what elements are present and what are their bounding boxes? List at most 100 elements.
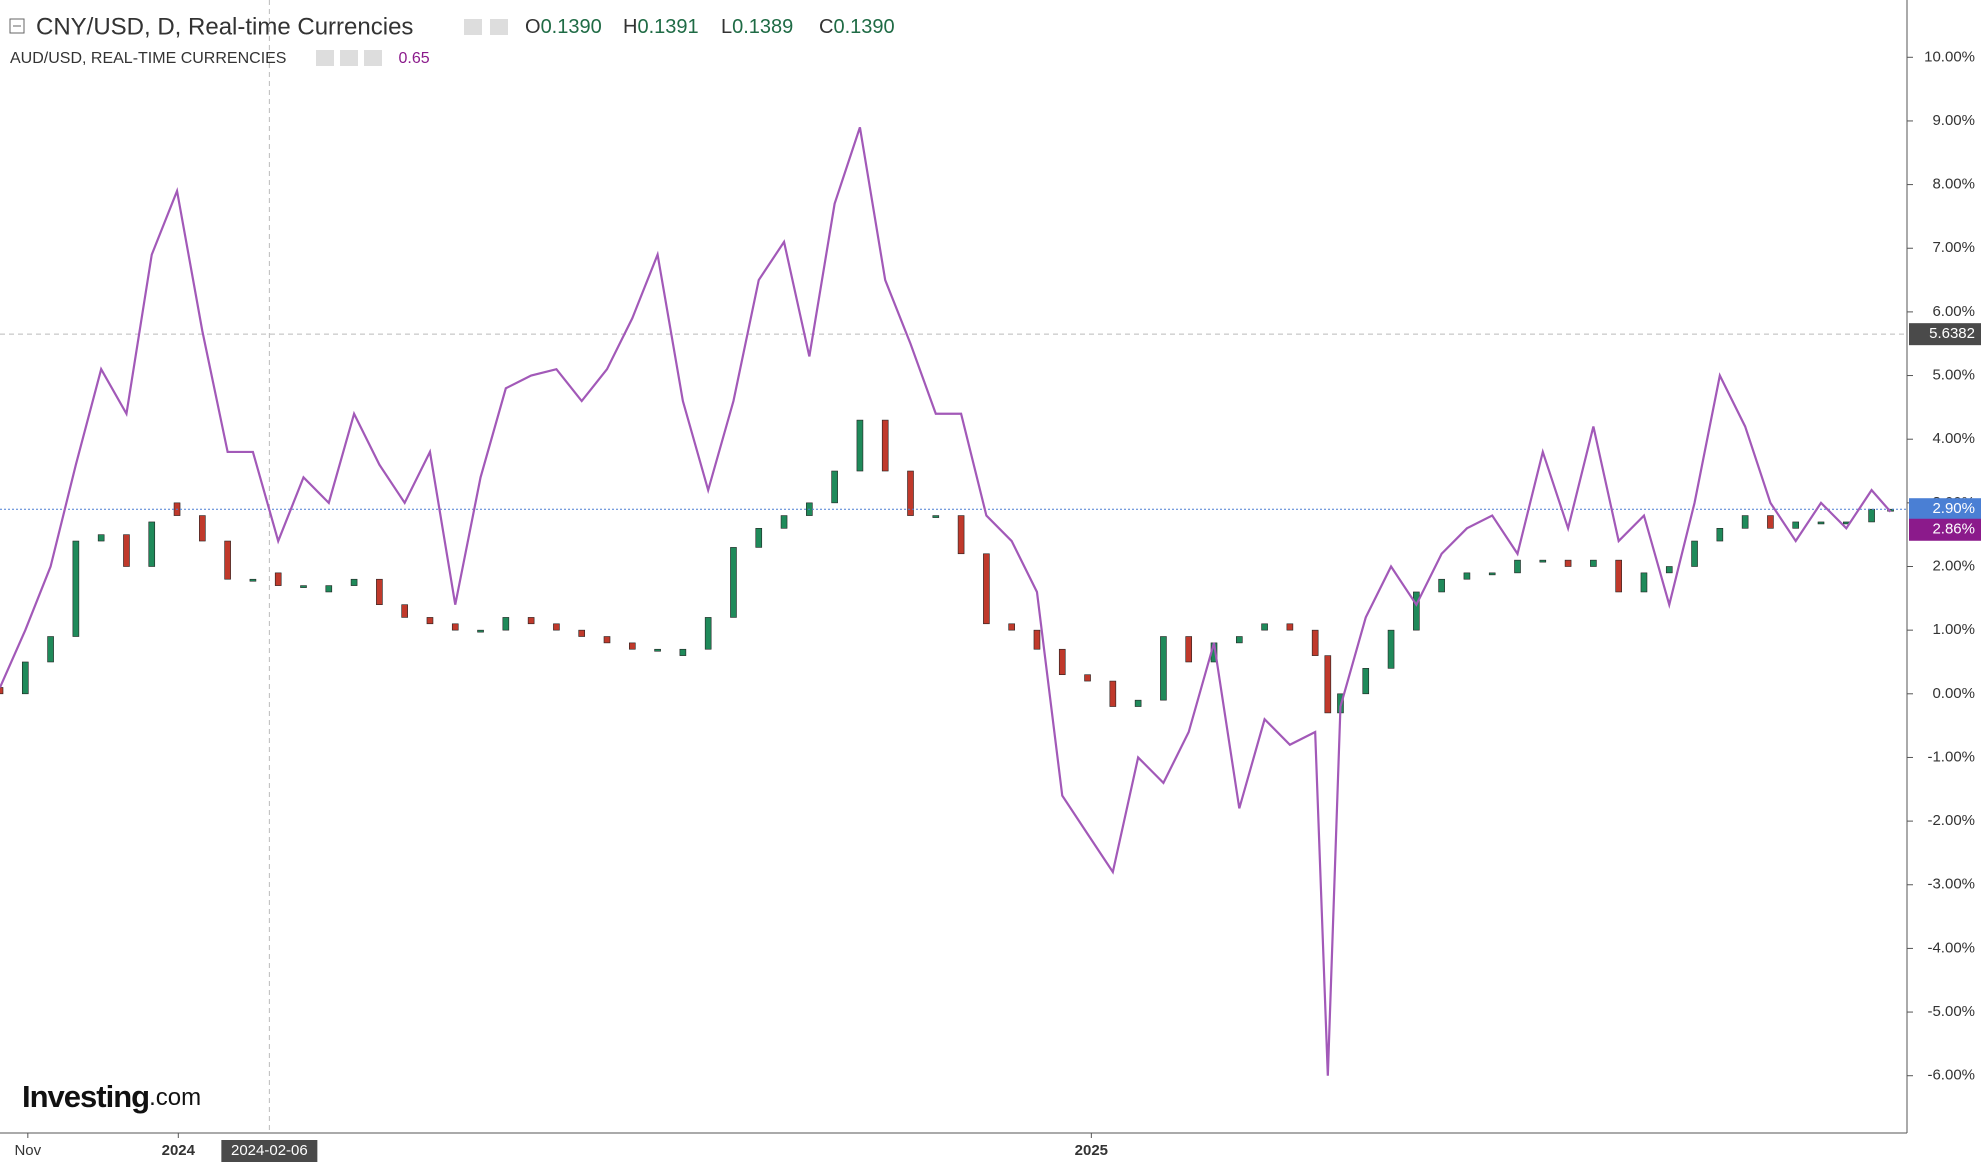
crosshair-y-box xyxy=(1909,323,1981,346)
last-value-label: 2.86% xyxy=(1932,521,1975,538)
candle xyxy=(426,617,434,625)
candle xyxy=(1792,521,1800,529)
candle xyxy=(831,470,838,504)
candle xyxy=(21,661,29,695)
ohlc-label: L xyxy=(721,16,732,38)
candle xyxy=(881,419,889,472)
settings-icon[interactable] xyxy=(464,19,482,35)
watermark-brand-text: Investing xyxy=(22,1079,149,1114)
watermark-brand: Investing.com xyxy=(22,1079,201,1114)
candle xyxy=(72,540,80,637)
candle xyxy=(603,636,611,644)
candle xyxy=(983,553,990,625)
y-tick-label: 9.00% xyxy=(1932,112,1975,129)
candle xyxy=(679,648,687,656)
ohlc-label: H xyxy=(623,16,637,38)
ohlc-value: 0.1389 xyxy=(732,16,793,38)
candle xyxy=(97,534,105,542)
candle xyxy=(1058,648,1066,676)
ohlc-value: 0.1390 xyxy=(833,16,894,38)
candle xyxy=(1185,636,1193,663)
candle xyxy=(1640,572,1648,593)
settings-icon[interactable] xyxy=(364,50,382,66)
candle xyxy=(780,515,788,529)
candle xyxy=(1033,629,1041,650)
x-tick-label: Nov xyxy=(14,1142,41,1159)
candle xyxy=(1413,591,1420,631)
candle xyxy=(477,629,484,633)
candle xyxy=(628,642,636,650)
compare-value: 0.65 xyxy=(398,50,429,67)
candle xyxy=(0,687,4,695)
collapse-icon[interactable] xyxy=(9,18,25,34)
candle xyxy=(350,578,358,586)
candle xyxy=(451,623,459,631)
settings-icon[interactable] xyxy=(316,50,334,66)
candle xyxy=(300,585,307,588)
candle xyxy=(1817,521,1825,525)
candle xyxy=(1438,578,1445,593)
candle xyxy=(123,534,130,567)
candle xyxy=(1387,629,1395,669)
candle xyxy=(274,572,282,586)
candle xyxy=(401,604,408,618)
candle xyxy=(1488,572,1496,576)
y-tick-label: -2.00% xyxy=(1927,812,1975,829)
x-tick-label: 2024 xyxy=(162,1142,196,1159)
candle xyxy=(1324,655,1332,714)
compare-title: AUD/USD, REAL-TIME CURRENCIES xyxy=(10,50,286,67)
candle xyxy=(1109,680,1117,707)
candle xyxy=(502,617,510,631)
candle xyxy=(1767,515,1774,529)
candle xyxy=(856,419,864,472)
candle xyxy=(1286,623,1294,631)
candle xyxy=(1311,629,1319,656)
watermark-suffix: .com xyxy=(149,1084,201,1111)
y-tick-label: -3.00% xyxy=(1927,876,1975,893)
settings-icon[interactable] xyxy=(490,19,508,35)
ohlc-item: H0.1391 xyxy=(623,16,699,38)
last-value-label: 2.90% xyxy=(1932,500,1975,517)
candle xyxy=(249,578,257,582)
crosshair-y-label: 5.6382 xyxy=(1929,325,1975,342)
candle xyxy=(704,617,712,650)
candle xyxy=(1235,636,1243,644)
candle xyxy=(1868,508,1875,523)
y-tick-label: -5.00% xyxy=(1927,1003,1975,1020)
last-value-box xyxy=(1909,518,1981,541)
plot-area xyxy=(0,0,1907,1133)
y-tick-label: 7.00% xyxy=(1932,239,1975,256)
candle xyxy=(730,547,737,618)
ohlc-label: O xyxy=(525,16,541,38)
candle xyxy=(907,470,914,516)
candle xyxy=(1615,559,1622,593)
candle xyxy=(148,521,156,567)
candle xyxy=(1514,559,1521,574)
ohlc-item: L0.1389 xyxy=(721,16,793,38)
candle xyxy=(1691,540,1698,567)
ohlc-value: 0.1390 xyxy=(541,16,602,38)
y-tick-label: 2.00% xyxy=(1932,557,1975,574)
candle xyxy=(1564,559,1572,567)
y-tick-label: 6.00% xyxy=(1932,303,1975,320)
ohlc-label: C xyxy=(819,16,833,38)
candle xyxy=(199,515,206,542)
candle xyxy=(1134,699,1142,707)
y-tick-label: 0.00% xyxy=(1932,685,1975,702)
candle xyxy=(1539,559,1547,563)
candle xyxy=(1362,668,1370,695)
candle xyxy=(654,648,661,652)
settings-icon[interactable] xyxy=(340,50,358,66)
watermark: Investing.com xyxy=(22,1079,201,1114)
candle xyxy=(1716,528,1724,542)
candle xyxy=(578,629,586,637)
y-tick-label: 8.00% xyxy=(1932,176,1975,193)
candle xyxy=(1261,623,1268,631)
candle xyxy=(376,578,383,605)
last-value-box xyxy=(1909,498,1981,521)
candle xyxy=(755,528,763,548)
y-tick-label: -4.00% xyxy=(1927,939,1975,956)
y-tick-label: 10.00% xyxy=(1924,48,1975,65)
